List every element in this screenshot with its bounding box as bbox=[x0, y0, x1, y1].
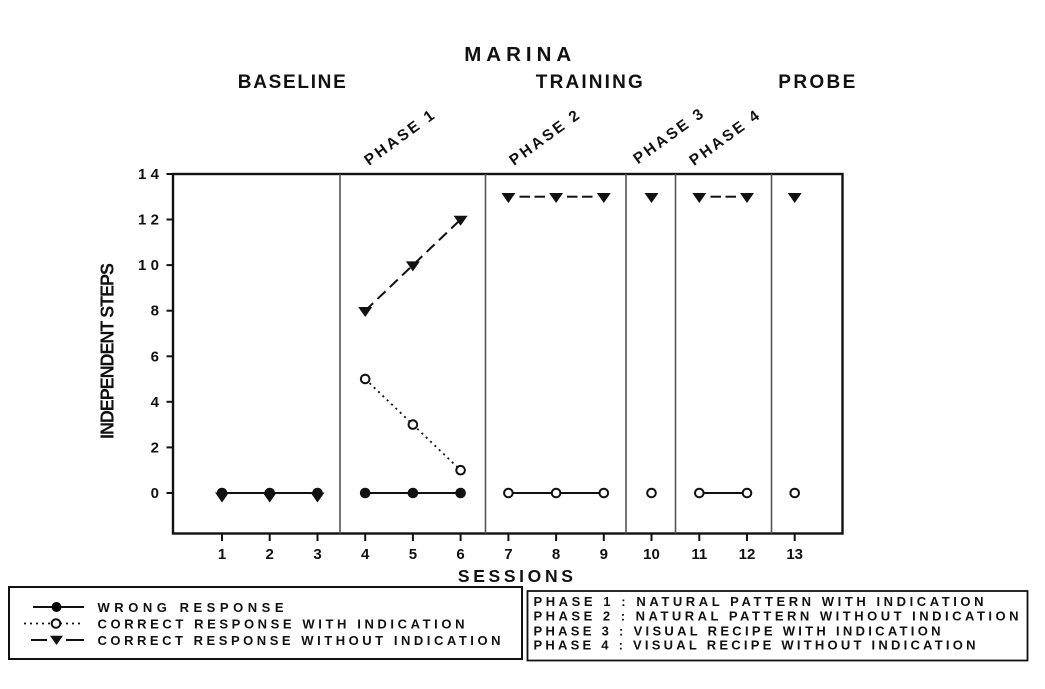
svg-text:PROBE: PROBE bbox=[778, 72, 855, 93]
svg-text:1: 1 bbox=[218, 546, 226, 563]
svg-text:6: 6 bbox=[151, 348, 159, 365]
svg-text:12: 12 bbox=[739, 546, 756, 563]
svg-text:3: 3 bbox=[313, 546, 321, 563]
svg-text:9: 9 bbox=[600, 546, 608, 563]
svg-text:PHASE 3 : VISUAL RECIPE WITH I: PHASE 3 : VISUAL RECIPE WITH INDICATION bbox=[534, 624, 941, 639]
svg-text:8: 8 bbox=[552, 546, 560, 563]
svg-text:SESSIONS: SESSIONS bbox=[458, 566, 573, 586]
svg-text:PHASE 2 : NATURAL PATTERN WITH: PHASE 2 : NATURAL PATTERN WITHOUT INDICA… bbox=[534, 609, 1019, 624]
svg-text:5: 5 bbox=[409, 546, 417, 563]
svg-text:10: 10 bbox=[643, 546, 660, 563]
svg-text:8: 8 bbox=[151, 303, 159, 320]
svg-text:2: 2 bbox=[266, 546, 274, 563]
svg-text:INDEPENDENT STEPS: INDEPENDENT STEPS bbox=[98, 263, 118, 439]
svg-text:11: 11 bbox=[691, 546, 707, 563]
svg-text:PHASE 4 : VISUAL RECIPE WITHOU: PHASE 4 : VISUAL RECIPE WITHOUT INDICATI… bbox=[534, 638, 976, 653]
svg-text:6: 6 bbox=[456, 546, 464, 563]
svg-text:MARINA: MARINA bbox=[464, 43, 571, 66]
svg-text:4: 4 bbox=[151, 394, 160, 411]
svg-text:2: 2 bbox=[151, 439, 159, 456]
svg-text:BASELINE: BASELINE bbox=[238, 72, 346, 93]
svg-text:13: 13 bbox=[786, 546, 803, 563]
svg-text:4: 4 bbox=[361, 546, 370, 563]
svg-text:7: 7 bbox=[504, 546, 512, 563]
svg-text:TRAINING: TRAINING bbox=[536, 72, 643, 93]
svg-text:0: 0 bbox=[151, 485, 159, 502]
